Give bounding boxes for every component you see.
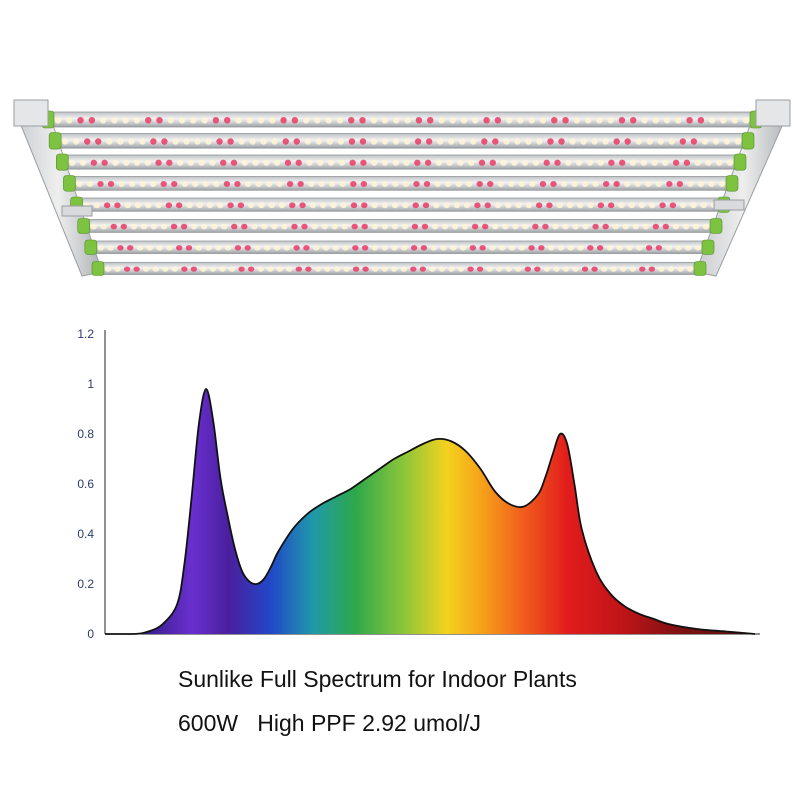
bar-end-cap-right bbox=[741, 132, 755, 150]
bar-end-cap-left bbox=[63, 175, 76, 192]
bar-end-cap-right bbox=[725, 175, 739, 192]
y-tick-label: 0.8 bbox=[77, 427, 94, 441]
left-corner-bracket bbox=[13, 99, 49, 127]
caption-title: Sunlike Full Spectrum for Indoor Plants bbox=[178, 666, 577, 692]
spectrum-area bbox=[105, 388, 755, 634]
y-tick-label: 0.4 bbox=[77, 527, 94, 541]
bar-end-cap-left bbox=[77, 218, 91, 234]
bar-end-cap-right bbox=[693, 261, 707, 276]
left-driver-box bbox=[61, 205, 93, 217]
light-bar bbox=[41, 110, 763, 129]
spectrum-chart: 0 0.2 0.4 0.6 0.8 1 1.2 bbox=[77, 327, 760, 641]
y-tick-label: 0.2 bbox=[77, 577, 94, 591]
y-tick-label: 0.6 bbox=[77, 477, 94, 491]
grow-light-fixture-image bbox=[13, 99, 791, 277]
y-tick-label: 0 bbox=[87, 627, 94, 641]
bar-end-cap-left bbox=[48, 132, 62, 150]
right-driver-box bbox=[713, 199, 745, 211]
light-bar bbox=[70, 196, 731, 213]
bar-end-cap-left bbox=[84, 239, 98, 255]
bar-end-cap-right bbox=[709, 218, 723, 234]
caption-specs: 600W High PPF 2.92 umol/J bbox=[178, 710, 481, 736]
bar-end-cap-right bbox=[701, 239, 715, 255]
right-corner-bracket bbox=[755, 99, 791, 127]
spectrum-outline bbox=[105, 388, 756, 635]
light-bar bbox=[77, 218, 723, 234]
light-bar bbox=[63, 175, 739, 192]
bar-end-cap-right bbox=[733, 153, 747, 171]
light-bar bbox=[55, 153, 747, 171]
y-tick-label: 1 bbox=[87, 377, 94, 391]
light-bar bbox=[48, 132, 755, 150]
y-tick-label: 1.2 bbox=[77, 327, 94, 341]
light-bar bbox=[91, 261, 707, 276]
bar-end-cap-left bbox=[55, 153, 69, 171]
light-bar bbox=[84, 239, 715, 255]
bar-end-cap-left bbox=[91, 261, 105, 276]
